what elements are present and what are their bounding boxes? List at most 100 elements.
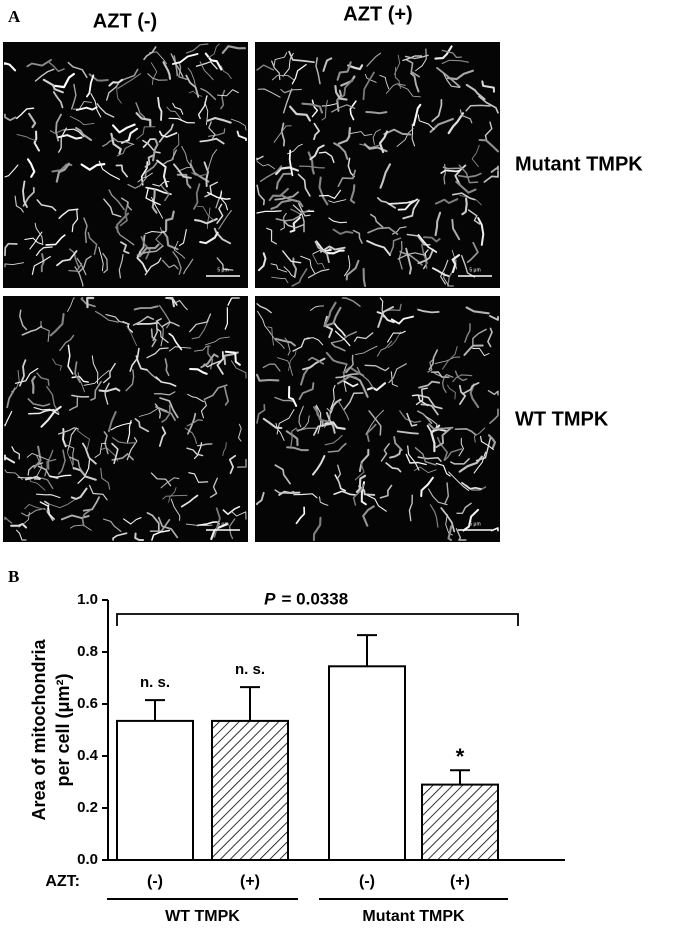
mitochondrion [463, 344, 484, 356]
mitochondrion [364, 364, 390, 372]
mitochondrion [89, 484, 108, 501]
mitochondrion [466, 241, 479, 264]
mitochondrion [26, 158, 36, 178]
mitochondrion [156, 327, 169, 344]
mitochondrion [312, 516, 322, 542]
mitochondrion [342, 379, 359, 388]
mitochondrion [129, 347, 140, 372]
mitochondrion [216, 257, 234, 271]
mitochondrion [111, 453, 134, 461]
mitochondrion [282, 88, 293, 114]
bar [421, 783, 499, 861]
mitochondrion [103, 198, 122, 218]
mitochondrion [34, 68, 55, 82]
mitochondrion [293, 493, 318, 499]
mitochondrion [262, 363, 281, 372]
mitochondrion [163, 149, 177, 165]
mitochondrion [224, 307, 228, 330]
mitochondrion [321, 100, 328, 121]
mitochondrion [70, 487, 88, 500]
mitochondrion [366, 52, 382, 67]
mitochondrion [388, 363, 407, 384]
mitochondrion [77, 457, 91, 484]
annotation: n. s. [140, 674, 170, 691]
mitochondrion [108, 189, 125, 211]
mitochondrion [355, 474, 367, 494]
mitochondrion [68, 397, 79, 411]
mitochondrion [112, 123, 136, 134]
mitochondrion [362, 267, 367, 288]
mitochondrion [181, 145, 191, 166]
mitochondrion [67, 344, 74, 375]
mitochondrion [207, 207, 211, 229]
mitochondrion [138, 243, 160, 258]
mitochondrion [428, 349, 438, 371]
mitochondrion [365, 111, 388, 115]
mitochondria [255, 297, 499, 542]
mitochondrion [262, 417, 283, 430]
annotation: * [456, 744, 465, 769]
mitochondrion [35, 246, 53, 256]
mitochondrion [237, 458, 247, 468]
y-tick-label: 1.0 [77, 591, 98, 608]
mitochondrion [334, 330, 351, 347]
mitochondrion [473, 427, 486, 443]
mitochondrion [440, 259, 449, 285]
mitochondrion [218, 209, 232, 230]
mitochondrion [328, 217, 348, 224]
mitochondrion [111, 136, 135, 145]
mitochondrion [172, 251, 182, 275]
mitochondrion [136, 245, 164, 256]
mitochondrion [450, 458, 470, 465]
mitochondrion [333, 490, 357, 496]
panel-label: B [8, 567, 19, 586]
mitochondrion [188, 90, 203, 97]
mitochondrion [256, 303, 272, 314]
mitochondrion [490, 165, 499, 173]
mitochondrion [270, 199, 292, 210]
mitochondrion [487, 390, 499, 396]
mitochondrion [285, 430, 299, 447]
mitochondrion [196, 205, 215, 222]
scale-bar-label: 5 μm [469, 521, 480, 527]
mitochondrion [302, 357, 326, 371]
mitochondrion [337, 400, 350, 421]
scale-bar-label: 5 μm [469, 267, 480, 273]
mitochondrion [352, 229, 363, 244]
mitochondrion [292, 337, 311, 352]
mitochondrion [86, 296, 95, 309]
mitochondrion [103, 431, 109, 455]
mitochondrion [160, 477, 180, 489]
mitochondrion [172, 133, 180, 160]
mitochondrion [186, 447, 204, 457]
mitochondrion [162, 61, 172, 80]
mitochondrion [203, 384, 228, 401]
mitochondrion [452, 192, 476, 201]
mitochondrion [275, 166, 299, 176]
mitochondrion [465, 306, 490, 315]
mitochondrion [71, 375, 89, 383]
mitochondrion [418, 394, 443, 410]
mitochondrion [19, 359, 27, 387]
mitochondrion [402, 199, 420, 220]
mitochondrion [429, 117, 454, 133]
mitochondrion [164, 358, 170, 377]
mitochondrion [53, 72, 75, 89]
mitochondrion [362, 505, 375, 527]
mitochondrion [16, 529, 27, 541]
mitochondrion [283, 220, 304, 229]
mitochondrion [19, 309, 28, 331]
mitochondrion [397, 252, 426, 260]
mitochondrion [417, 248, 434, 265]
mitochondrion [155, 406, 176, 421]
mitochondrion [142, 138, 156, 148]
mitochondrion [330, 384, 336, 410]
mitochondrion [102, 518, 122, 532]
mitochondrion [459, 109, 473, 124]
mitochondrion [90, 93, 102, 118]
mitochondrion [83, 217, 88, 244]
mitochondrion [454, 164, 467, 187]
mitochondrion [49, 312, 65, 337]
mitochondrion [282, 250, 302, 264]
mitochondrion [213, 227, 232, 245]
